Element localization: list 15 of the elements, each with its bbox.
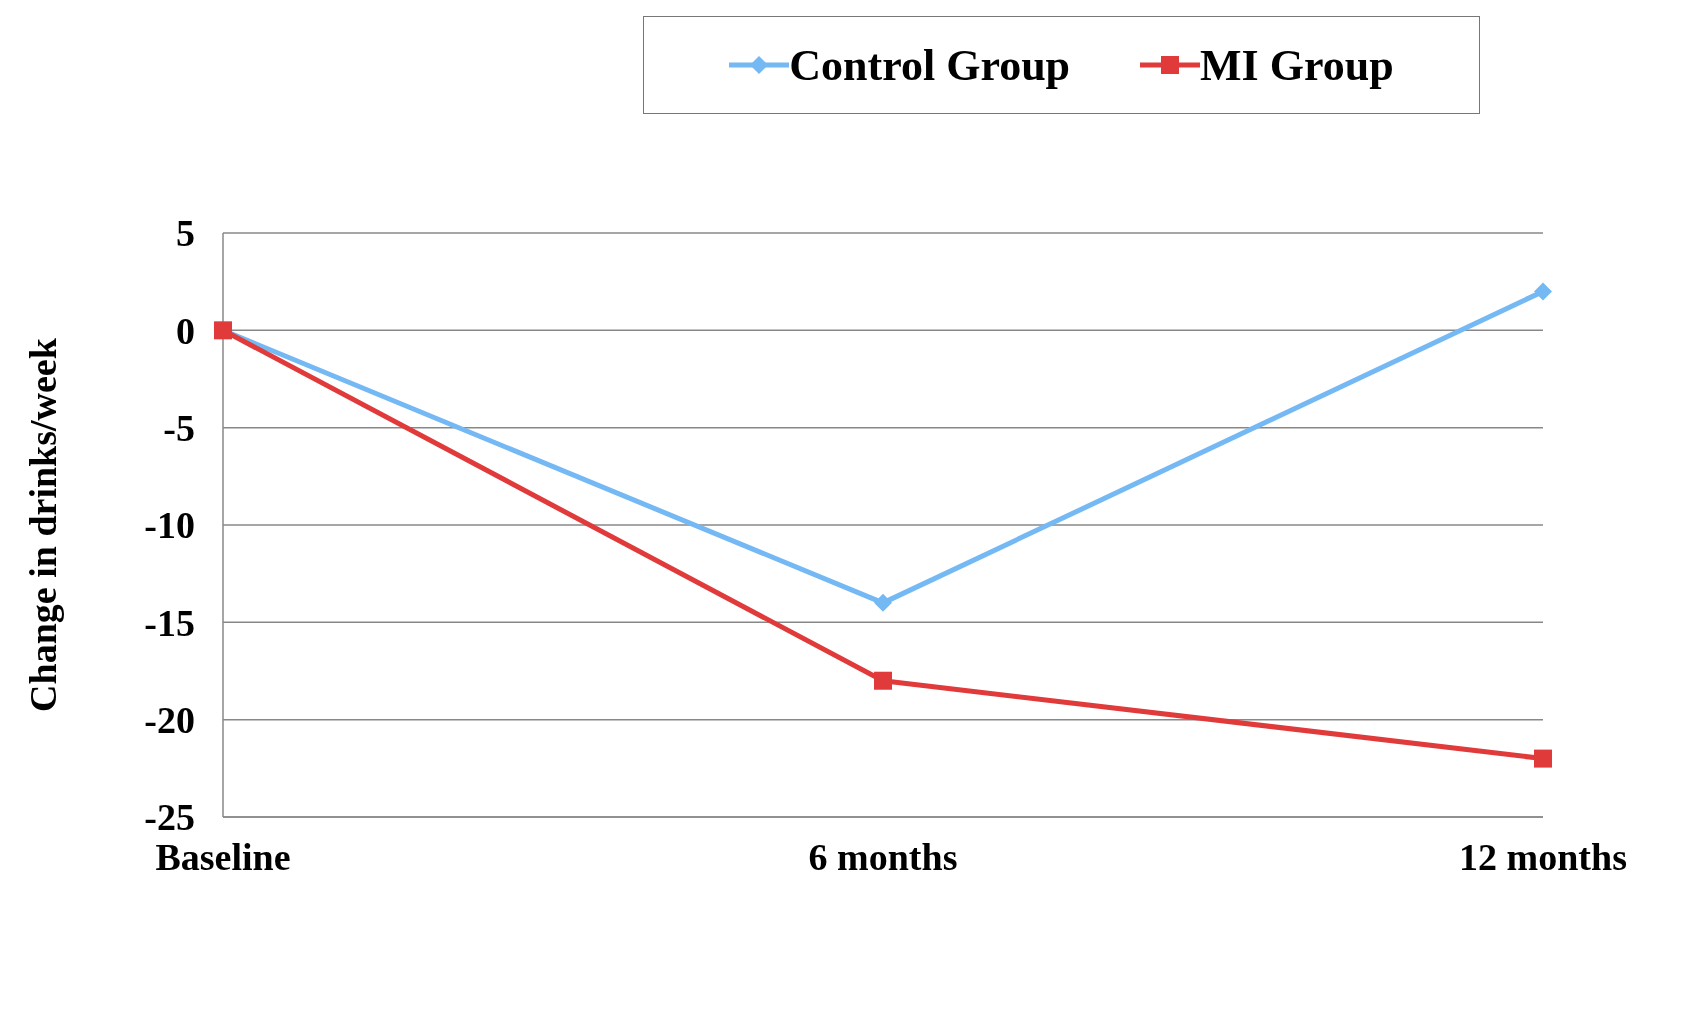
point xyxy=(874,671,892,690)
x-tick-label: 12 months xyxy=(1459,835,1627,878)
point xyxy=(1534,749,1552,768)
y-tick-label: 0 xyxy=(176,309,195,352)
point xyxy=(1534,282,1552,301)
x-tick-label: 6 months xyxy=(808,835,958,878)
y-tick-label: 5 xyxy=(176,212,195,255)
legend-label: Control Group xyxy=(789,39,1071,91)
point xyxy=(874,593,892,612)
legend-label: MI Group xyxy=(1200,39,1394,91)
y-axis-title: Change in drinks/week xyxy=(22,337,65,712)
y-tick-label: -20 xyxy=(144,699,195,742)
y-tick-label: -5 xyxy=(163,407,195,450)
y-tick-label: -10 xyxy=(144,504,195,547)
y-tick-label: -15 xyxy=(144,601,195,644)
